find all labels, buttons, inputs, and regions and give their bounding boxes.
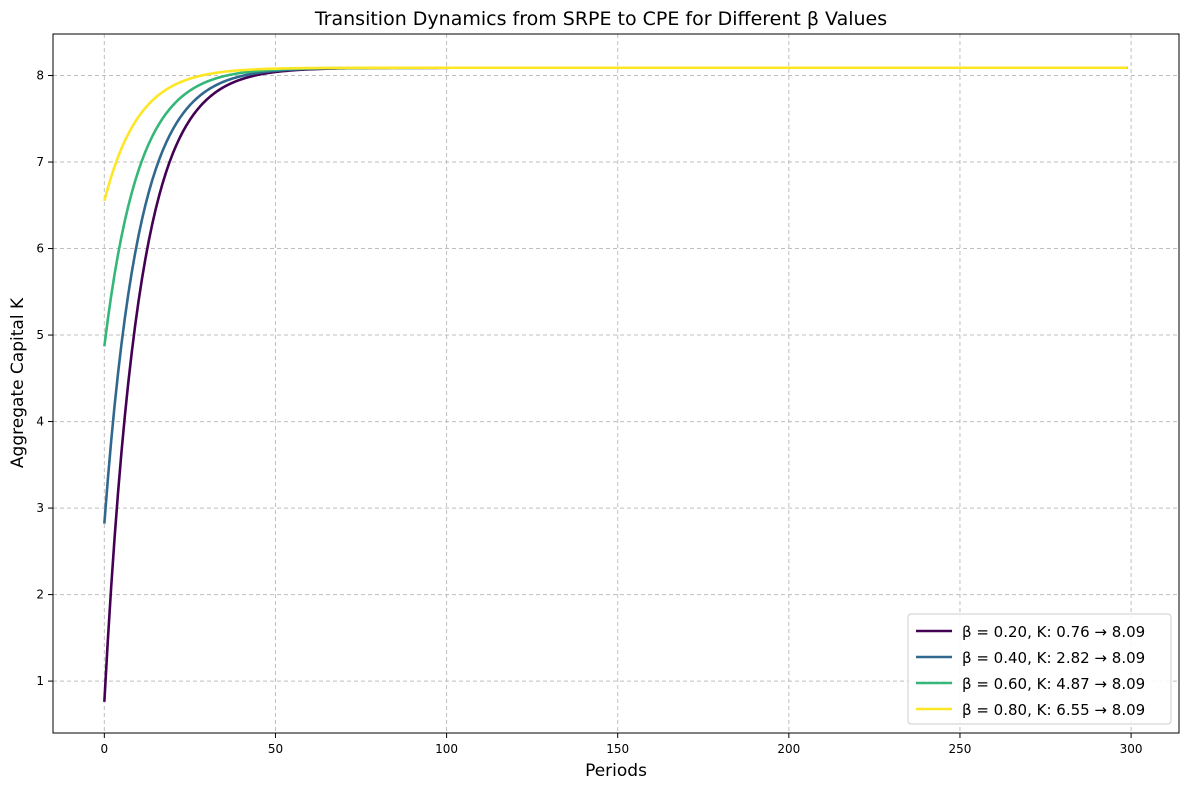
x-axis-ticks: 0 50 100 150 200 250 300 xyxy=(101,733,1143,756)
y-tick-label: 7 xyxy=(36,155,44,169)
x-tick-label: 0 xyxy=(101,742,109,756)
series-line-1 xyxy=(103,66,1128,702)
legend: β = 0.20, K: 0.76 → 8.09 β = 0.40, K: 2.8… xyxy=(907,613,1172,725)
series-lines xyxy=(103,66,1128,702)
y-tick-label: 4 xyxy=(36,415,44,429)
y-tick-label: 6 xyxy=(36,242,44,256)
y-tick-label: 5 xyxy=(36,328,44,342)
legend-entry-1: β = 0.20, K: 0.76 → 8.09 xyxy=(962,623,1145,641)
x-axis-label: Periods xyxy=(585,761,647,781)
chart-title: Transition Dynamics from SRPE to CPE for… xyxy=(314,8,887,30)
x-tick-label: 50 xyxy=(268,742,283,756)
x-tick-label: 300 xyxy=(1120,742,1143,756)
x-tick-label: 100 xyxy=(435,742,458,756)
y-tick-label: 8 xyxy=(36,69,44,83)
x-tick-label: 200 xyxy=(777,742,800,756)
y-axis-label: Aggregate Capital K xyxy=(8,297,28,468)
y-tick-label: 3 xyxy=(36,501,44,515)
series-line-4 xyxy=(103,66,1128,202)
legend-entry-2: β = 0.40, K: 2.82 → 8.09 xyxy=(962,649,1145,667)
plot-frame xyxy=(52,33,1180,734)
y-axis-ticks: 1 2 3 4 5 6 7 8 xyxy=(36,69,53,688)
series-line-2 xyxy=(103,66,1128,524)
legend-entry-4: β = 0.80, K: 6.55 → 8.09 xyxy=(962,701,1145,719)
x-tick-label: 150 xyxy=(606,742,629,756)
y-tick-label: 1 xyxy=(36,674,44,688)
y-tick-label: 2 xyxy=(36,588,44,602)
legend-box xyxy=(907,613,1172,725)
legend-entry-3: β = 0.60, K: 4.87 → 8.09 xyxy=(962,675,1145,693)
x-tick-label: 250 xyxy=(949,742,972,756)
series-line-3 xyxy=(103,66,1128,347)
